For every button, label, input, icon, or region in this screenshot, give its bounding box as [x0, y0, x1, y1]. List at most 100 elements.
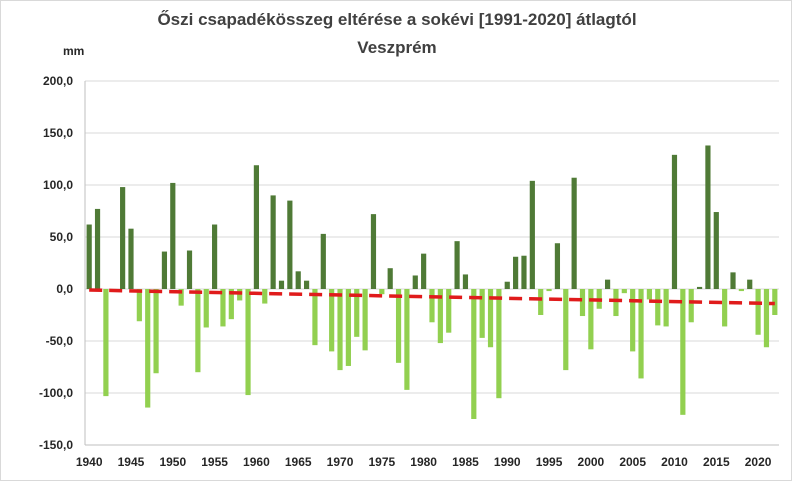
bar: [145, 289, 151, 408]
bar: [128, 228, 134, 289]
bar: [763, 289, 770, 348]
bar: [153, 289, 159, 374]
bar: [186, 250, 193, 289]
bar: [504, 281, 510, 289]
bar: [613, 289, 619, 317]
bar: [671, 154, 678, 289]
x-tick-label: 2000: [578, 455, 605, 469]
bar: [437, 289, 443, 344]
bar: [120, 187, 126, 289]
bar: [312, 289, 318, 346]
bar: [170, 182, 176, 289]
bar: [538, 289, 544, 315]
bar: [571, 177, 577, 289]
bar: [471, 289, 477, 419]
bar: [178, 289, 184, 306]
bar: [203, 289, 209, 328]
bar: [387, 268, 393, 289]
bar: [755, 289, 761, 335]
bar: [579, 289, 586, 317]
bar: [454, 241, 460, 289]
bar: [245, 289, 251, 396]
x-tick-label: 1950: [159, 455, 186, 469]
x-tick-label: 2020: [745, 455, 772, 469]
bar: [722, 289, 728, 327]
bar: [379, 289, 385, 295]
bar: [655, 289, 661, 326]
y-tick-label: 200,0: [43, 74, 73, 88]
bar: [395, 289, 402, 363]
bar: [738, 289, 744, 292]
y-axis-unit: mm: [63, 44, 85, 58]
x-tick-label: 1960: [243, 455, 270, 469]
bar: [529, 180, 535, 289]
x-tick-label: 1980: [410, 455, 437, 469]
bar: [103, 289, 109, 397]
bar: [370, 214, 377, 289]
bar: [513, 256, 519, 289]
bar: [412, 275, 418, 289]
x-tick-label: 1970: [327, 455, 354, 469]
bar: [421, 253, 427, 289]
y-tick-label: 0,0: [56, 282, 73, 296]
trend-line: [89, 288, 775, 306]
bar: [303, 280, 310, 289]
x-tick-label: 1995: [536, 455, 563, 469]
bar: [354, 289, 360, 337]
bar: [663, 289, 669, 327]
bar: [278, 280, 285, 289]
bar: [212, 224, 218, 289]
bar: [588, 289, 594, 350]
bar: [554, 243, 561, 289]
y-tick-label: 150,0: [43, 126, 73, 140]
bar: [713, 212, 719, 289]
bar: [161, 251, 168, 289]
chart-title: Őszi csapadékösszeg eltérése a sokévi [1…: [157, 10, 637, 29]
bar: [270, 195, 276, 289]
bar: [446, 289, 452, 333]
x-tick-label: 1990: [494, 455, 521, 469]
x-tick-label: 1955: [201, 455, 228, 469]
bar: [496, 289, 502, 399]
x-tick-label: 2015: [703, 455, 730, 469]
bar: [705, 145, 711, 289]
bar: [630, 289, 636, 352]
y-tick-label: -100,0: [39, 386, 73, 400]
bar: [136, 289, 142, 322]
bar: [638, 289, 644, 379]
bar: [621, 289, 627, 294]
bar: [320, 233, 326, 289]
bar: [337, 289, 343, 371]
bar: [345, 289, 351, 366]
bar: [220, 289, 226, 327]
bar: [747, 279, 753, 289]
x-tick-label: 1940: [76, 455, 103, 469]
bar: [262, 289, 268, 304]
bar: [195, 289, 201, 373]
y-tick-label: 50,0: [50, 230, 74, 244]
x-tick-label: 1985: [452, 455, 479, 469]
bar: [546, 289, 552, 292]
bar: [404, 289, 410, 390]
bar: [462, 274, 469, 289]
x-tick-label: 1975: [368, 455, 395, 469]
chart-subtitle: Veszprém: [357, 38, 437, 57]
bar: [228, 289, 234, 320]
bar: [362, 289, 368, 351]
x-tick-label: 1945: [118, 455, 145, 469]
bar: [646, 289, 652, 300]
bar: [94, 208, 101, 289]
bar: [86, 224, 92, 289]
x-tick-label: 2005: [619, 455, 646, 469]
x-tick-label: 1965: [285, 455, 312, 469]
bar: [521, 255, 527, 289]
bar: [253, 165, 260, 289]
bar: [696, 286, 703, 289]
bar: [604, 279, 611, 289]
bar: [287, 200, 293, 289]
bar: [429, 289, 435, 323]
bar: [329, 289, 335, 352]
y-tick-label: -150,0: [39, 438, 73, 452]
